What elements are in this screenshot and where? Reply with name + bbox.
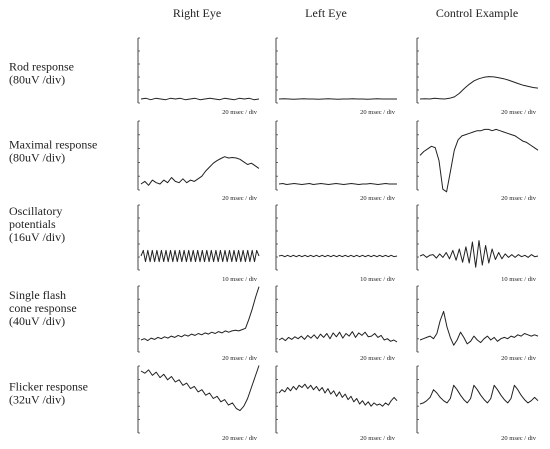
panel-right-eye-row-1: 20 msec / div [137,37,260,116]
panel-left-eye-row-1: 20 msec / div [275,37,397,116]
row-label-5-line-1: Flicker response [9,380,88,394]
trace-right-eye-row-4 [140,286,260,342]
panel-right-eye-row-4: 20 msec / div [137,285,260,362]
time-scale-label: 20 msec / div [222,435,258,442]
panel-left-eye-row-5: 20 msec / div [275,365,398,442]
time-scale-label: 20 msec / div [360,109,396,116]
time-scale-label: 20 msec / div [501,195,537,202]
row-label-4-line-1: Single flash [9,288,66,302]
row-label-4-line-2: cone response [9,301,77,315]
time-scale-label: 10 msec / div [501,276,537,283]
trace-left-eye-row-3 [278,254,398,258]
time-scale-label: 20 msec / div [501,355,537,362]
panel-right-eye-row-3: 10 msec / div [137,204,260,283]
row-label-1-line-2: (80uV /div) [9,73,65,87]
trace-right-eye-row-1 [140,97,260,101]
trace-right-eye-row-2 [140,156,260,186]
row-label-2-line-1: Maximal response [9,138,97,152]
panel-left-eye-row-4: 20 msec / div [275,285,398,362]
time-scale-label: 10 msec / div [222,276,258,283]
panel-left-eye-row-3: 10 msec / div [275,204,398,283]
trace-right-eye-row-3 [140,249,260,263]
panel-left-eye-row-2: 20 msec / div [275,120,397,202]
row-label-5-line-2: (32uV /div) [9,393,65,407]
time-scale-label: 20 msec / div [360,435,396,442]
trace-left-eye-row-1 [278,98,397,100]
panel-control-example-row-5: 20 msec / div [416,365,539,442]
column-header-left-eye: Left Eye [305,6,347,20]
trace-right-eye-row-5 [140,365,260,412]
trace-left-eye-row-5 [278,383,398,407]
row-label-3-line-1: Oscillatory [9,204,62,218]
time-scale-label: 20 msec / div [222,355,258,362]
trace-control-example-row-4 [419,310,539,346]
trace-control-example-row-5 [419,384,539,405]
row-label-2-line-2: (80uV /div) [9,151,65,165]
time-scale-label: 20 msec / div [360,195,396,202]
trace-left-eye-row-2 [278,183,397,185]
time-scale-label: 10 msec / div [360,276,396,283]
row-label-1-line-1: Rod response [9,60,74,74]
row-labels: Rod response(80uV /div)Maximal response(… [9,60,97,407]
column-header-control-example: Control Example [436,6,518,20]
column-headers: Right Eye Left Eye Control Example [173,6,518,20]
panel-right-eye-row-5: 20 msec / div [137,365,260,442]
time-scale-label: 20 msec / div [360,355,396,362]
panel-control-example-row-3: 10 msec / div [416,204,539,283]
trace-control-example-row-1 [419,76,539,100]
trace-left-eye-row-4 [278,331,398,343]
panel-control-example-row-4: 20 msec / div [416,285,539,362]
trace-control-example-row-2 [419,128,539,193]
column-header-right-eye: Right Eye [173,6,221,20]
time-scale-label: 20 msec / div [501,109,537,116]
panel-control-example-row-2: 20 msec / div [416,120,539,202]
row-label-3-line-2: potentials [9,217,56,231]
trace-panels: 20 msec / div 20 msec / div 20 msec / div 2… [137,37,539,442]
panel-right-eye-row-2: 20 msec / div [137,120,260,202]
time-scale-label: 20 msec / div [222,195,258,202]
time-scale-label: 20 msec / div [501,435,537,442]
row-label-3-line-3: (16uV /div) [9,230,65,244]
time-scale-label: 20 msec / div [222,109,258,116]
row-label-4-line-3: (40uV /div) [9,314,65,328]
trace-control-example-row-3 [419,240,539,268]
panel-control-example-row-1: 20 msec / div [416,37,539,116]
